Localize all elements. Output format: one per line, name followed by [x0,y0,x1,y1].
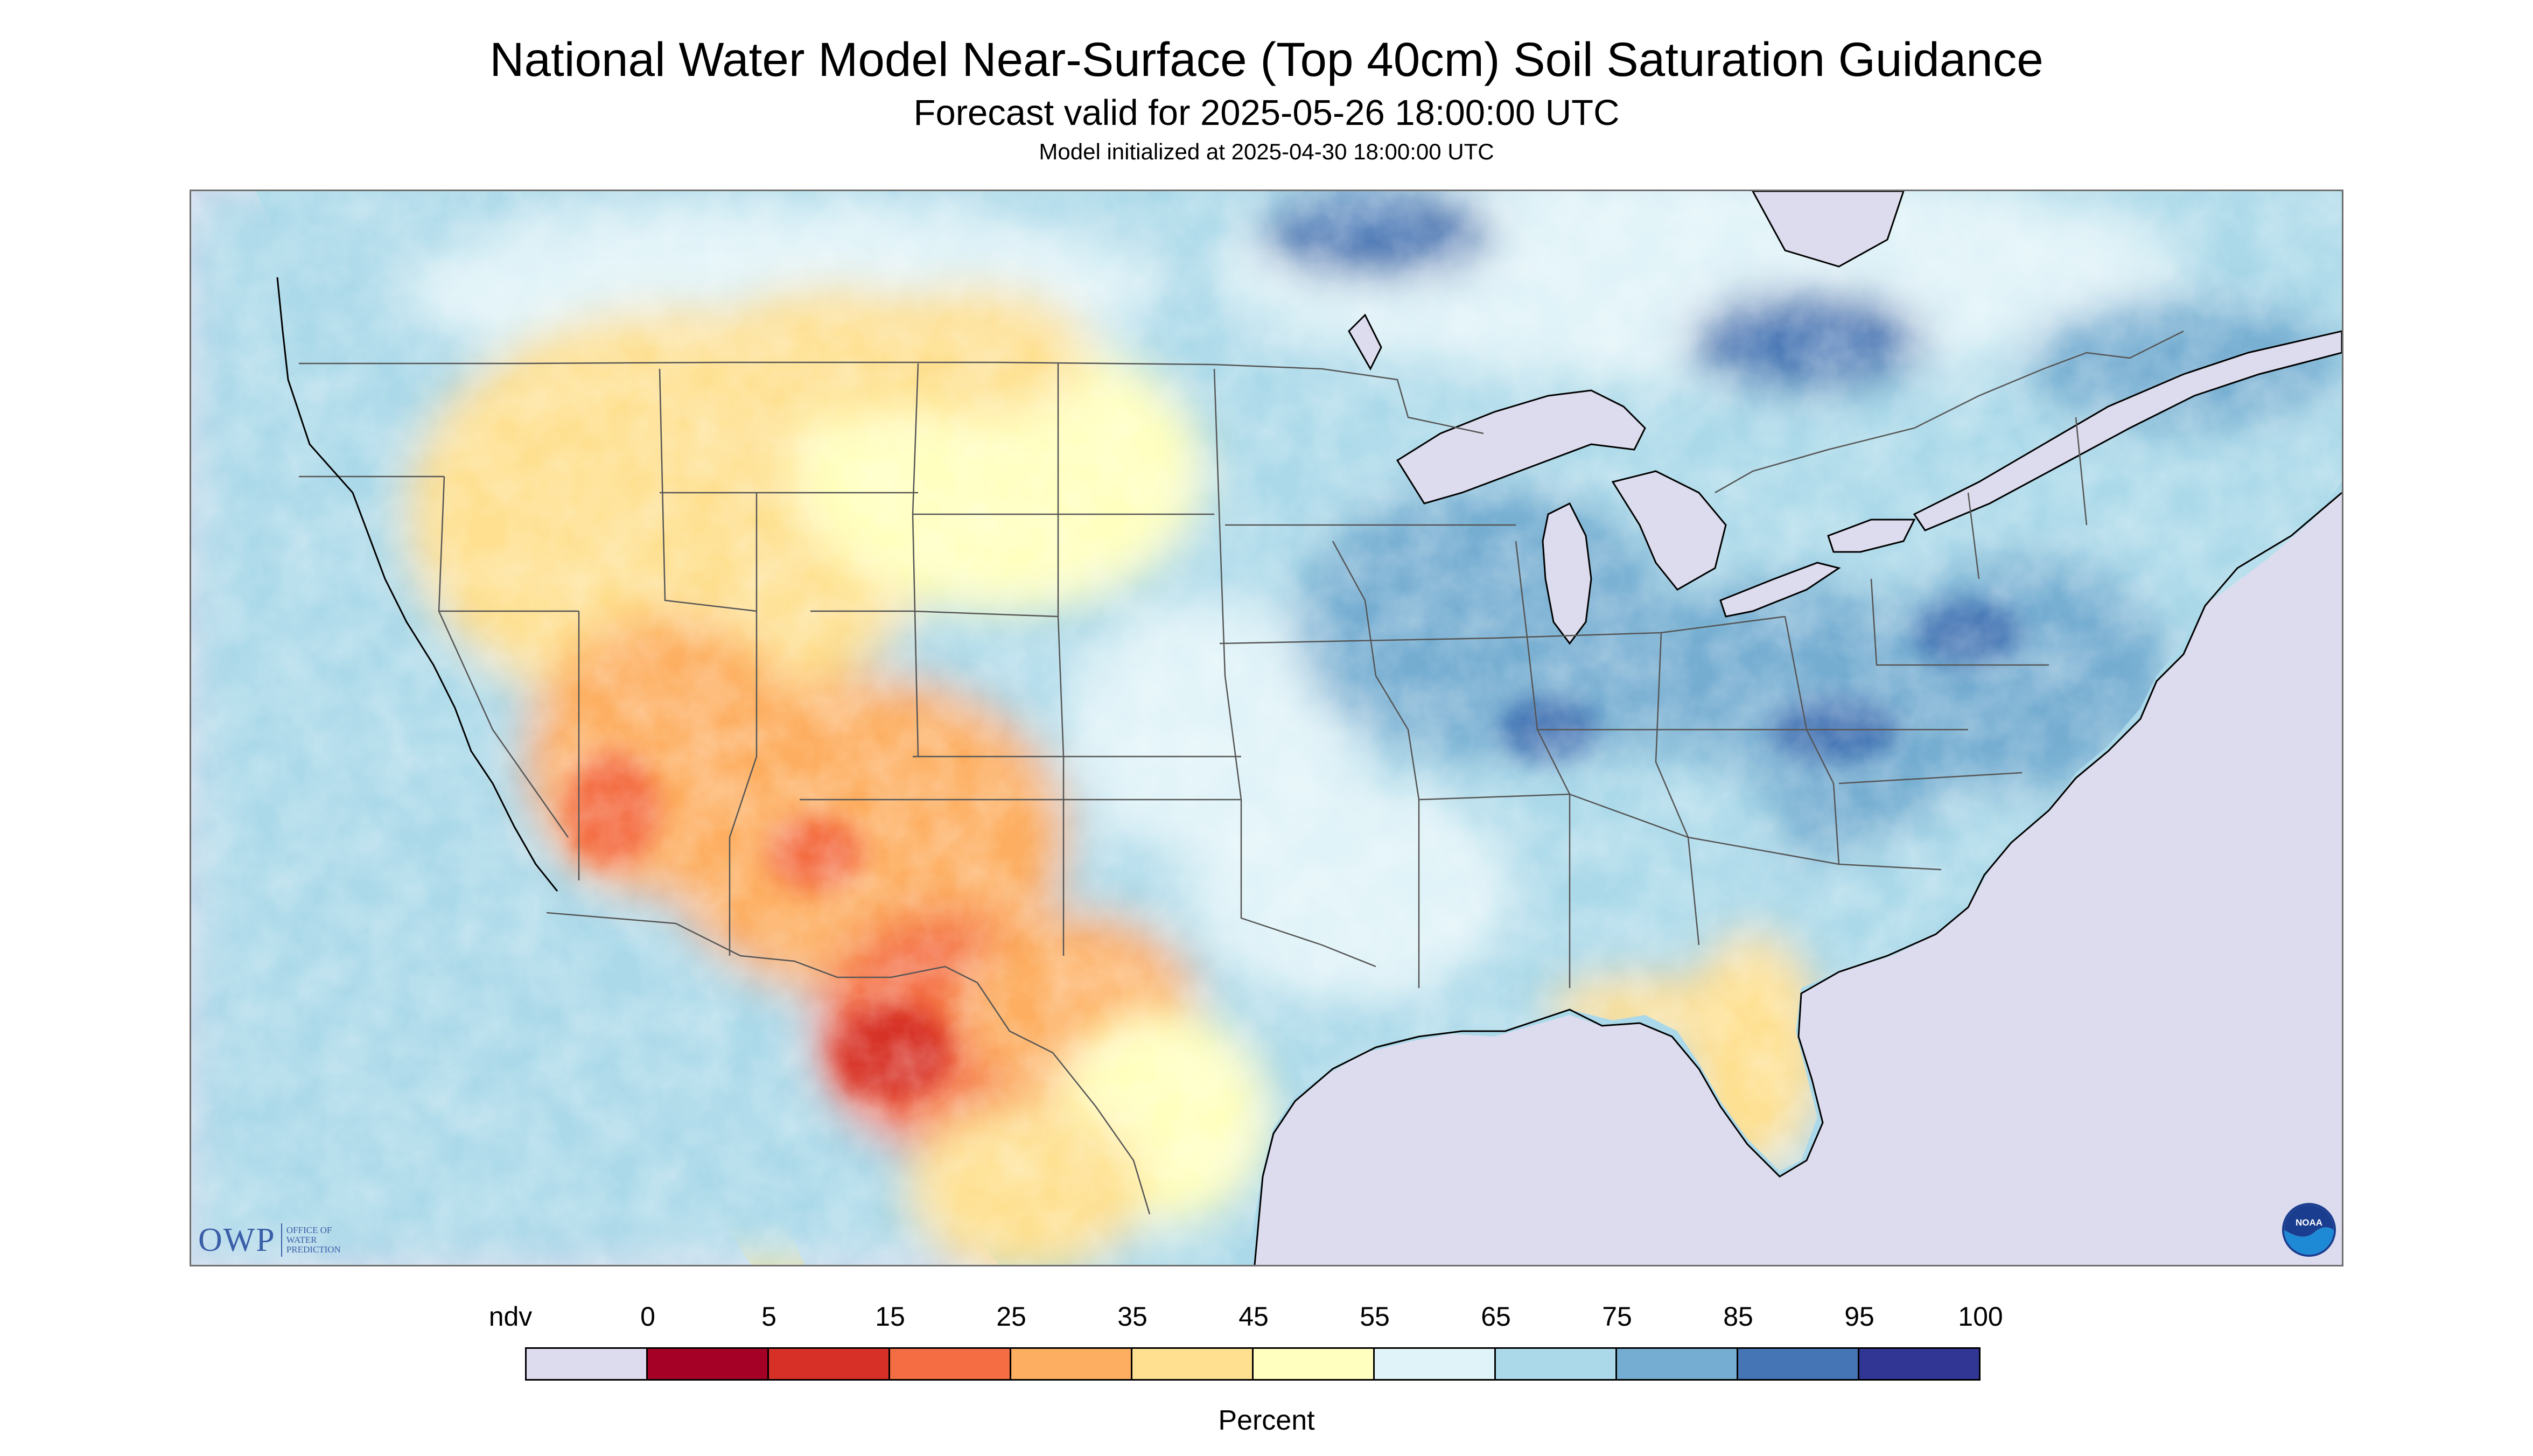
legend-unit-label: Percent [1218,1405,1315,1436]
legend-swatch [1737,1347,1859,1381]
legend-swatch [1615,1347,1738,1381]
legend-swatch [767,1347,890,1381]
legend-swatch [1010,1347,1132,1381]
legend-swatch [1858,1347,1981,1381]
legend-label: 75 [1602,1301,1632,1332]
legend-label: 0 [640,1301,655,1332]
state-borders [299,330,2184,1215]
soil-saturation-field [191,191,2342,1265]
legend-swatch [1494,1347,1617,1381]
owp-logo-line3: PREDICTION [286,1244,341,1255]
legend-label: 5 [761,1301,776,1332]
legend-swatch [1131,1347,1254,1381]
legend-swatch [1373,1347,1496,1381]
legend-swatch [525,1347,648,1381]
noaa-logo-icon: NOAA [2282,1203,2336,1257]
owp-logo-letters: OWP [198,1222,276,1258]
map-title: National Water Model Near-Surface (Top 4… [489,32,2044,86]
soil-saturation-map [190,190,2343,1266]
legend-label: 55 [1360,1301,1390,1332]
legend-swatches [525,1347,1981,1381]
legend-swatch [888,1347,1011,1381]
owp-logo: OWP OFFICE OF WATER PREDICTION [198,1221,341,1259]
legend-label: 95 [1844,1301,1874,1332]
owp-logo-line1: OFFICE OF [286,1225,332,1236]
model-initialized-line: Model initialized at 2025-04-30 18:00:00… [1039,139,1494,164]
legend-label: 100 [1958,1301,2003,1332]
legend-label: ndv [488,1301,533,1332]
noaa-logo-text: NOAA [2296,1217,2322,1228]
great-lakes [1348,191,2342,645]
legend-label: 65 [1481,1301,1511,1332]
owp-logo-line2: WATER [286,1235,317,1245]
legend-label: 15 [875,1301,905,1332]
forecast-valid-subtitle: Forecast valid for 2025-05-26 18:00:00 U… [913,93,1620,133]
owp-logo-subtitle: OFFICE OF WATER PREDICTION [286,1226,341,1255]
coastline [276,277,2342,1265]
map-canvas [191,191,2342,1265]
legend-label: 35 [1117,1301,1147,1332]
legend-swatch [646,1347,769,1381]
owp-logo-divider [281,1223,282,1257]
legend-label: 45 [1238,1301,1269,1332]
legend-label: 25 [996,1301,1026,1332]
legend-label: 85 [1723,1301,1753,1332]
legend-swatch [1252,1347,1375,1381]
